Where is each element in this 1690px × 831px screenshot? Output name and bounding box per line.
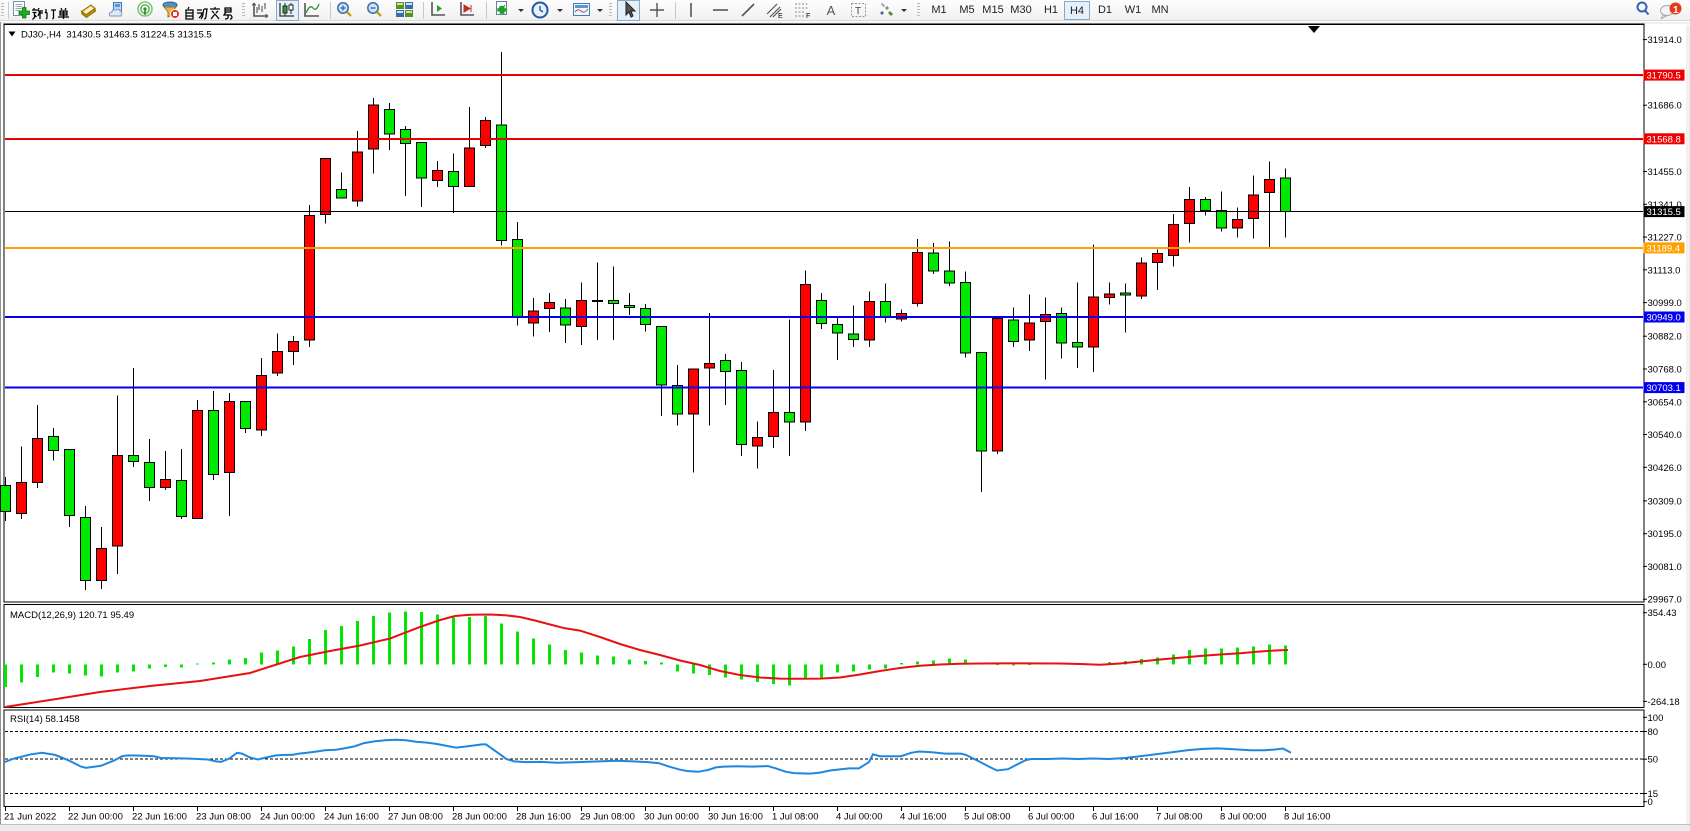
svg-text:4 Jul 00:00: 4 Jul 00:00 [836,812,882,823]
svg-text:31189.4: 31189.4 [1647,243,1681,254]
svg-text:31227.0: 31227.0 [1648,233,1682,244]
svg-text:DJ30-,H4 31430.5 31463.5 3122: DJ30-,H4 31430.5 31463.5 31224.5 31315.5 [21,30,212,41]
svg-text:MACD(12,26,9) 120.71 95.49: MACD(12,26,9) 120.71 95.49 [10,610,134,621]
svg-text:30703.1: 30703.1 [1647,383,1681,394]
svg-text:31315.5: 31315.5 [1647,207,1681,218]
svg-text:-264.18: -264.18 [1648,697,1680,708]
svg-text:8 Jul 00:00: 8 Jul 00:00 [1220,812,1266,823]
svg-text:22 Jun 16:00: 22 Jun 16:00 [132,812,187,823]
svg-text:30195.0: 30195.0 [1648,529,1682,540]
svg-text:T: T [855,6,861,17]
svg-text:24 Jun 00:00: 24 Jun 00:00 [260,812,315,823]
svg-text:30949.0: 30949.0 [1647,313,1681,324]
svg-text:27 Jun 08:00: 27 Jun 08:00 [388,812,443,823]
svg-text:0.00: 0.00 [1648,660,1667,671]
svg-text:F: F [806,13,810,20]
svg-text:5 Jul 08:00: 5 Jul 08:00 [964,812,1010,823]
svg-text:30081.0: 30081.0 [1648,562,1682,573]
svg-text:100: 100 [1648,713,1664,724]
svg-text:4 Jul 16:00: 4 Jul 16:00 [900,812,946,823]
svg-text:30426.0: 30426.0 [1648,463,1682,474]
svg-text:31686.0: 31686.0 [1648,101,1682,112]
svg-text:22 Jun 00:00: 22 Jun 00:00 [68,812,123,823]
svg-text:30999.0: 30999.0 [1648,298,1682,309]
svg-text:28 Jun 00:00: 28 Jun 00:00 [452,812,507,823]
svg-text:31455.0: 31455.0 [1648,167,1682,178]
svg-text:23 Jun 08:00: 23 Jun 08:00 [196,812,251,823]
svg-text:50: 50 [1648,755,1659,766]
svg-text:31568.8: 31568.8 [1647,134,1681,145]
svg-text:8 Jul 16:00: 8 Jul 16:00 [1284,812,1330,823]
svg-text:80: 80 [1648,727,1659,738]
svg-text:30768.0: 30768.0 [1648,365,1682,376]
svg-text:1 Jul 08:00: 1 Jul 08:00 [772,812,818,823]
svg-text:24 Jun 16:00: 24 Jun 16:00 [324,812,379,823]
svg-text:6 Jul 00:00: 6 Jul 00:00 [1028,812,1074,823]
svg-text:354.43: 354.43 [1648,608,1677,619]
svg-text:RSI(14) 58.1458: RSI(14) 58.1458 [10,714,80,725]
svg-text:30540.0: 30540.0 [1648,430,1682,441]
svg-text:30309.0: 30309.0 [1648,496,1682,507]
svg-text:15: 15 [1648,789,1659,800]
svg-text:7 Jul 08:00: 7 Jul 08:00 [1156,812,1202,823]
svg-text:31341.0: 31341.0 [1648,200,1682,211]
svg-text:30 Jun 00:00: 30 Jun 00:00 [644,812,699,823]
svg-text:30 Jun 16:00: 30 Jun 16:00 [708,812,763,823]
svg-text:30882.0: 30882.0 [1648,332,1682,343]
svg-text:31914.0: 31914.0 [1648,35,1682,46]
svg-text:28 Jun 16:00: 28 Jun 16:00 [516,812,571,823]
svg-text:1: 1 [1673,5,1679,16]
svg-text:6 Jul 16:00: 6 Jul 16:00 [1092,812,1138,823]
svg-text:E: E [778,13,783,20]
svg-text:31790.5: 31790.5 [1647,71,1681,82]
svg-text:30654.0: 30654.0 [1648,397,1682,408]
svg-text:29967.0: 29967.0 [1648,595,1682,606]
svg-text:0: 0 [1648,797,1653,808]
svg-text:31113.0: 31113.0 [1648,265,1681,276]
svg-text:29 Jun 08:00: 29 Jun 08:00 [580,812,635,823]
svg-text:21 Jun 2022: 21 Jun 2022 [4,812,56,823]
